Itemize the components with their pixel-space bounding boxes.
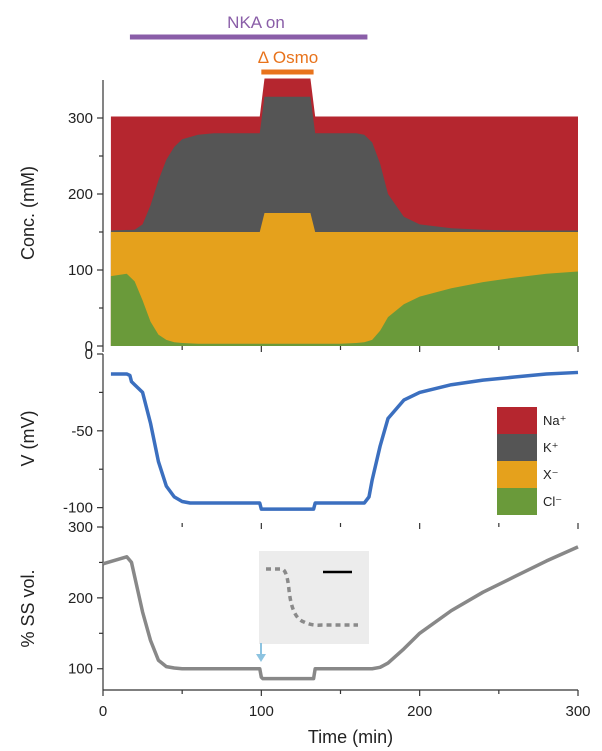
x-tick-label: 300 — [565, 703, 590, 720]
y-tick-label: 0 — [85, 338, 93, 355]
legend-swatch-k — [497, 434, 537, 461]
y-tick-label: -50 — [71, 423, 93, 440]
concentration-areas — [110, 78, 579, 346]
inset — [259, 551, 369, 644]
y-tick-label: 100 — [68, 661, 93, 678]
inset-box — [259, 551, 369, 644]
time-x-axis: 0 100 200 300 — [99, 689, 591, 720]
legend-label-cl: Cl⁻ — [543, 494, 562, 509]
legend-label-x: X⁻ — [543, 467, 559, 482]
x-tick-label: 0 — [99, 703, 107, 720]
annotation-nka: NKA on — [129, 13, 368, 40]
x-tick-label: 200 — [407, 703, 432, 720]
area-0 — [110, 271, 579, 346]
delta-osmo-label: Δ Osmo — [258, 48, 318, 67]
volume-y-axis: 100 200 300 — [68, 519, 104, 690]
volume-line — [102, 545, 579, 681]
y-tick-label: -100 — [63, 500, 93, 517]
inset-dashed-curve — [266, 567, 358, 627]
y-tick-label: 300 — [68, 519, 93, 536]
arrow-icon — [256, 643, 266, 662]
legend-swatch-cl — [497, 488, 537, 515]
voltage-y-axis: -100 -50 0 — [63, 346, 579, 529]
x-tick-label: 100 — [249, 703, 274, 720]
y-tick-label: 100 — [68, 262, 93, 279]
nka-on-label: NKA on — [227, 13, 285, 32]
legend: Na⁺ K⁺ X⁻ Cl⁻ — [497, 407, 566, 515]
legend-label-k: K⁺ — [543, 440, 559, 455]
y-tick-label: 200 — [68, 590, 93, 607]
voltage-line — [110, 370, 579, 511]
annotation-osmo: Δ Osmo — [258, 48, 318, 75]
time-x-label: Time (min) — [308, 727, 393, 747]
volume-y-label: % SS vol. — [18, 569, 38, 647]
voltage-y-label: V (mV) — [18, 411, 38, 467]
concentration-y-label: Conc. (mM) — [18, 166, 38, 260]
concentration-y-axis: 0 100 200 300 — [68, 80, 579, 355]
y-tick-label: 300 — [68, 110, 93, 127]
legend-swatch-x — [497, 461, 537, 488]
legend-label-na: Na⁺ — [543, 413, 566, 428]
legend-swatch-na — [497, 407, 537, 434]
y-tick-label: 0 — [85, 346, 93, 363]
y-tick-label: 200 — [68, 186, 93, 203]
